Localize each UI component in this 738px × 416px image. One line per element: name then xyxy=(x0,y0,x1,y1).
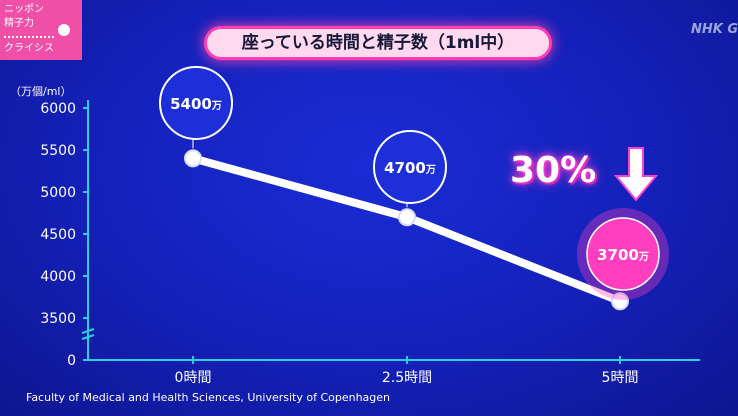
data-bubble xyxy=(373,130,447,204)
logo-dot-icon xyxy=(58,24,70,36)
x-tick-label: 0時間 xyxy=(175,370,212,386)
data-point xyxy=(398,208,416,227)
logo-wave-icon xyxy=(4,36,54,38)
data-label: 5400万 xyxy=(170,95,222,113)
data-label: 4700万 xyxy=(384,159,436,177)
broadcaster-logo: NHK G xyxy=(690,22,738,37)
data-label-unit: 万 xyxy=(638,251,649,263)
axis-break-marker xyxy=(81,328,95,340)
program-logo: ニッポン 精子力 クライシス xyxy=(0,0,82,60)
y-tick-label: 4000 xyxy=(40,269,76,285)
down-arrow-icon xyxy=(614,147,658,202)
data-label-unit: 万 xyxy=(425,164,436,176)
data-point xyxy=(184,149,202,168)
percent-callout: 30% xyxy=(510,150,597,191)
y-tick-label: 5000 xyxy=(40,185,76,201)
y-tick-label: 5500 xyxy=(40,143,76,159)
data-bubble xyxy=(586,217,660,291)
data-label-unit: 万 xyxy=(211,100,222,112)
data-bubble xyxy=(159,66,233,140)
data-point xyxy=(611,292,629,311)
y-tick-label: 0 xyxy=(67,353,76,369)
logo-line-2: 精子力 xyxy=(4,18,34,29)
x-tick-label: 2.5時間 xyxy=(382,370,432,386)
logo-line-3: クライシス xyxy=(4,43,54,54)
logo-line-1: ニッポン xyxy=(4,4,44,15)
data-label: 3700万 xyxy=(597,246,649,264)
y-axis-unit: （万個/ml） xyxy=(10,85,72,98)
x-tick-label: 5時間 xyxy=(602,370,639,386)
chart-title: 座っている時間と精子数（1ml中） xyxy=(204,26,552,60)
source-credit: Faculty of Medical and Health Sciences, … xyxy=(26,391,391,404)
y-tick-label: 3500 xyxy=(40,311,76,327)
y-tick-label: 6000 xyxy=(40,101,76,117)
y-tick-label: 4500 xyxy=(40,227,76,243)
